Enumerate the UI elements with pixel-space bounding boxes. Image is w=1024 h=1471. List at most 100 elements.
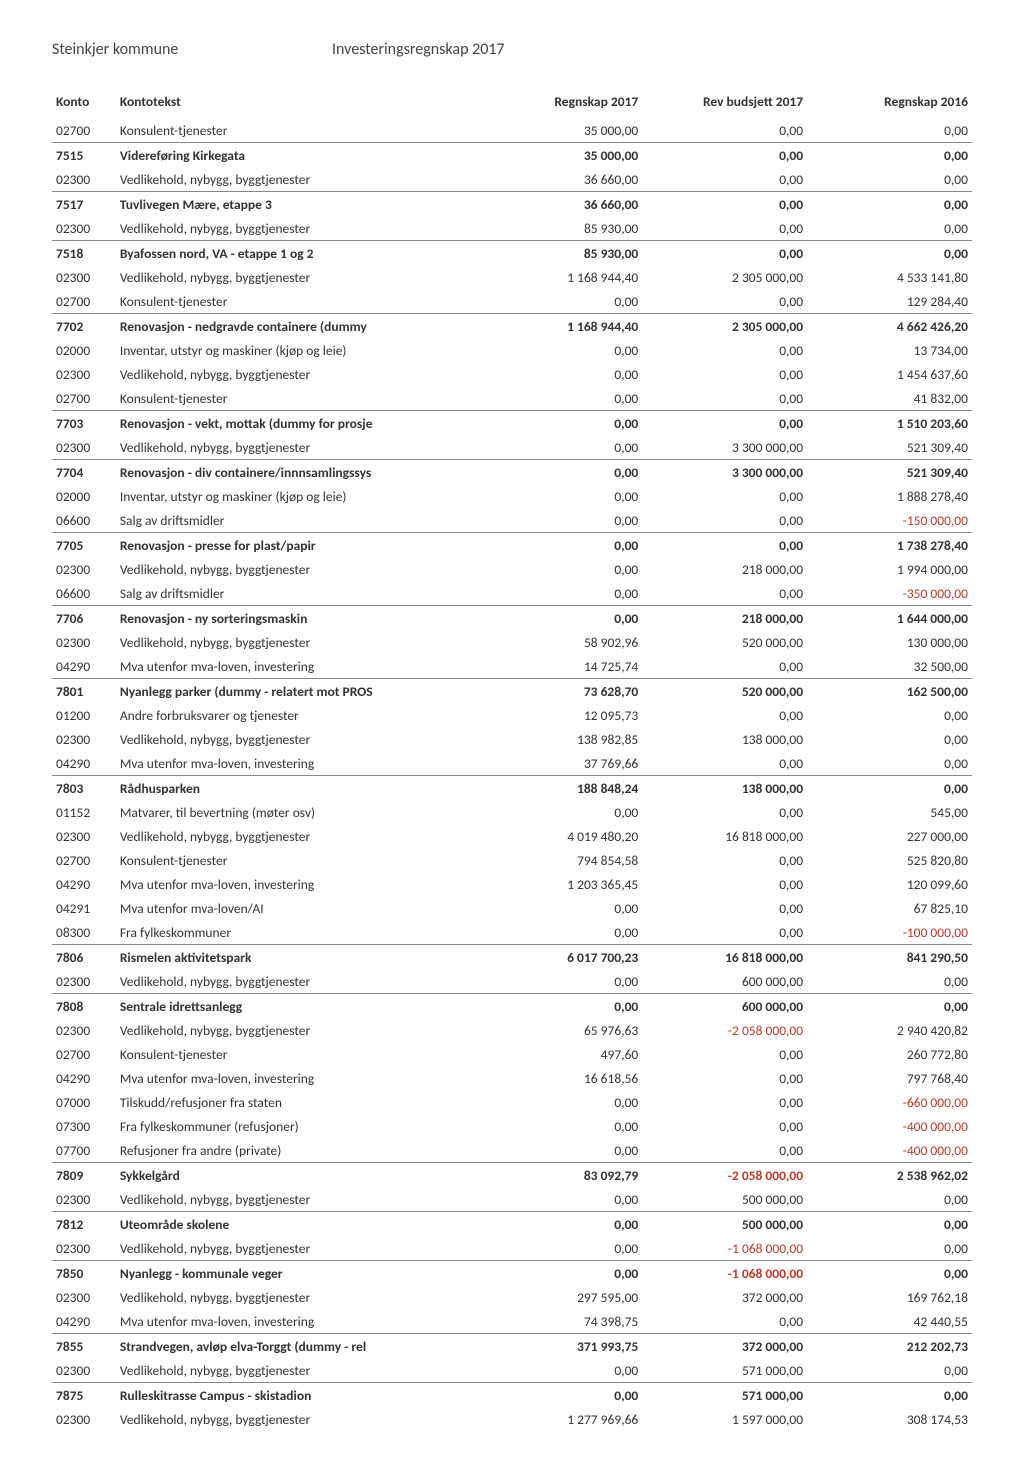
cell-r2016: 0,00 xyxy=(807,751,972,776)
cell-bud2017: -1 068 000,00 xyxy=(642,1236,807,1261)
cell-r2017: 0,00 xyxy=(477,1187,642,1212)
cell-bud2017: 372 000,00 xyxy=(642,1285,807,1309)
cell-tekst: Vedlikehold, nybygg, byggtjenester xyxy=(116,435,478,460)
cell-r2016: 260 772,80 xyxy=(807,1042,972,1066)
cell-r2017: 0,00 xyxy=(477,896,642,920)
cell-r2016: 1 738 278,40 xyxy=(807,533,972,558)
table-row: 02300Vedlikehold, nybygg, byggtjenester1… xyxy=(52,1407,972,1431)
cell-r2016: 797 768,40 xyxy=(807,1066,972,1090)
cell-r2017: 1 277 969,66 xyxy=(477,1407,642,1431)
cell-r2016: 32 500,00 xyxy=(807,654,972,679)
cell-bud2017: 0,00 xyxy=(642,241,807,266)
cell-bud2017: 0,00 xyxy=(642,1138,807,1163)
table-row: 02000Inventar, utstyr og maskiner (kjøp … xyxy=(52,338,972,362)
cell-tekst: Vedlikehold, nybygg, byggtjenester xyxy=(116,630,478,654)
table-row: 02300Vedlikehold, nybygg, byggtjenester0… xyxy=(52,969,972,994)
cell-bud2017: 0,00 xyxy=(642,920,807,945)
cell-r2016: 841 290,50 xyxy=(807,945,972,970)
cell-r2017: 6 017 700,23 xyxy=(477,945,642,970)
cell-r2016: 2 538 962,02 xyxy=(807,1163,972,1188)
cell-bud2017: 0,00 xyxy=(642,1309,807,1334)
cell-r2016: 0,00 xyxy=(807,1236,972,1261)
cell-tekst: Renovasjon - presse for plast/papir xyxy=(116,533,478,558)
cell-r2017: 0,00 xyxy=(477,1261,642,1286)
cell-r2017: 0,00 xyxy=(477,1358,642,1383)
accounting-table: Konto Kontotekst Regnskap 2017 Rev budsj… xyxy=(52,87,972,1431)
cell-konto: 02300 xyxy=(52,1018,116,1042)
cell-r2017: 0,00 xyxy=(477,386,642,411)
cell-tekst: Vedlikehold, nybygg, byggtjenester xyxy=(116,969,478,994)
cell-r2016: 0,00 xyxy=(807,776,972,801)
cell-bud2017: 0,00 xyxy=(642,192,807,217)
cell-konto: 04290 xyxy=(52,1309,116,1334)
subtotal-row: 7803Rådhusparken188 848,24138 000,000,00 xyxy=(52,776,972,801)
cell-r2016: 42 440,55 xyxy=(807,1309,972,1334)
cell-r2016: 2 940 420,82 xyxy=(807,1018,972,1042)
cell-bud2017: 0,00 xyxy=(642,386,807,411)
cell-r2017: 0,00 xyxy=(477,920,642,945)
cell-r2017: 0,00 xyxy=(477,606,642,631)
cell-r2017: 1 168 944,40 xyxy=(477,314,642,339)
subtotal-row: 7702Renovasjon - nedgravde containere (d… xyxy=(52,314,972,339)
cell-konto: 02300 xyxy=(52,1285,116,1309)
cell-r2017: 36 660,00 xyxy=(477,167,642,192)
cell-bud2017: 138 000,00 xyxy=(642,776,807,801)
cell-r2016: 1 888 278,40 xyxy=(807,484,972,508)
cell-r2016: 130 000,00 xyxy=(807,630,972,654)
table-row: 04290Mva utenfor mva-loven, investering1… xyxy=(52,654,972,679)
table-row: 02300Vedlikehold, nybygg, byggtjenester0… xyxy=(52,1358,972,1383)
cell-bud2017: 0,00 xyxy=(642,143,807,168)
cell-bud2017: 3 300 000,00 xyxy=(642,435,807,460)
cell-r2017: 497,60 xyxy=(477,1042,642,1066)
subtotal-row: 7518Byafossen nord, VA - etappe 1 og 285… xyxy=(52,241,972,266)
cell-tekst: Mva utenfor mva-loven/AI xyxy=(116,896,478,920)
cell-r2016: 0,00 xyxy=(807,1383,972,1408)
cell-tekst: Sentrale idrettsanlegg xyxy=(116,994,478,1019)
cell-r2016: 521 309,40 xyxy=(807,460,972,485)
cell-r2016: 0,00 xyxy=(807,1187,972,1212)
cell-r2017: 0,00 xyxy=(477,1236,642,1261)
cell-r2016: -150 000,00 xyxy=(807,508,972,533)
cell-konto: 02300 xyxy=(52,216,116,241)
cell-tekst: Rulleskitrasse Campus - skistadion xyxy=(116,1383,478,1408)
cell-konto: 02300 xyxy=(52,630,116,654)
cell-r2017: 16 618,56 xyxy=(477,1066,642,1090)
page-header: Steinkjer kommune Investeringsregnskap 2… xyxy=(52,40,972,59)
cell-r2017: 138 982,85 xyxy=(477,727,642,751)
cell-konto: 7706 xyxy=(52,606,116,631)
cell-tekst: Renovasjon - vekt, mottak (dummy for pro… xyxy=(116,411,478,436)
subtotal-row: 7808Sentrale idrettsanlegg0,00600 000,00… xyxy=(52,994,972,1019)
cell-r2017: 0,00 xyxy=(477,969,642,994)
cell-bud2017: 500 000,00 xyxy=(642,1212,807,1237)
cell-bud2017: 0,00 xyxy=(642,1114,807,1138)
cell-r2017: 0,00 xyxy=(477,1114,642,1138)
cell-konto: 7518 xyxy=(52,241,116,266)
table-row: 02300Vedlikehold, nybygg, byggtjenester4… xyxy=(52,824,972,848)
subtotal-row: 7850Nyanlegg - kommunale veger0,00-1 068… xyxy=(52,1261,972,1286)
cell-tekst: Refusjoner fra andre (private) xyxy=(116,1138,478,1163)
table-body: 02700Konsulent-tjenester35 000,000,000,0… xyxy=(52,118,972,1431)
cell-konto: 02300 xyxy=(52,557,116,581)
table-row: 02000Inventar, utstyr og maskiner (kjøp … xyxy=(52,484,972,508)
subtotal-row: 7703Renovasjon - vekt, mottak (dummy for… xyxy=(52,411,972,436)
cell-r2017: 73 628,70 xyxy=(477,679,642,704)
cell-r2017: 36 660,00 xyxy=(477,192,642,217)
cell-konto: 02000 xyxy=(52,338,116,362)
cell-r2016: 67 825,10 xyxy=(807,896,972,920)
cell-bud2017: 0,00 xyxy=(642,581,807,606)
cell-r2017: 0,00 xyxy=(477,994,642,1019)
cell-tekst: Vedlikehold, nybygg, byggtjenester xyxy=(116,216,478,241)
cell-konto: 08300 xyxy=(52,920,116,945)
cell-tekst: Mva utenfor mva-loven, investering xyxy=(116,1066,478,1090)
cell-tekst: Rådhusparken xyxy=(116,776,478,801)
cell-konto: 07300 xyxy=(52,1114,116,1138)
cell-konto: 02300 xyxy=(52,1407,116,1431)
cell-r2017: 0,00 xyxy=(477,1090,642,1114)
col-konto: Konto xyxy=(52,87,116,118)
cell-r2017: 35 000,00 xyxy=(477,118,642,143)
cell-r2017: 1 203 365,45 xyxy=(477,872,642,896)
table-row: 02300Vedlikehold, nybygg, byggtjenester0… xyxy=(52,362,972,386)
cell-tekst: Vedlikehold, nybygg, byggtjenester xyxy=(116,824,478,848)
cell-konto: 02300 xyxy=(52,1236,116,1261)
cell-r2016: 1 510 203,60 xyxy=(807,411,972,436)
